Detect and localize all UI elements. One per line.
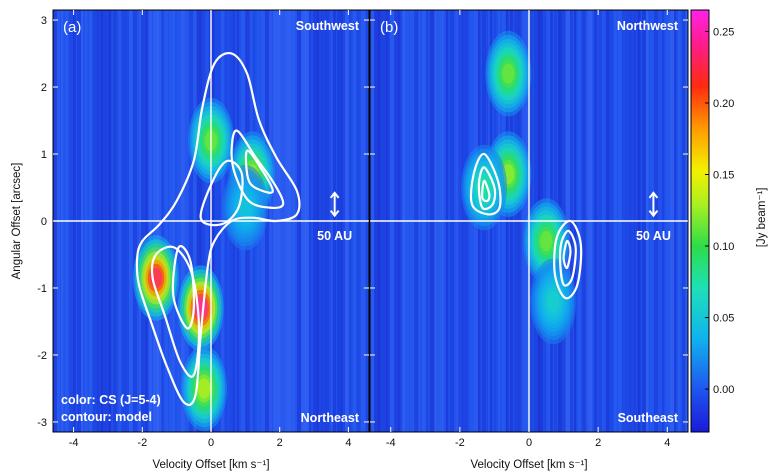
x-tick-label: -2	[455, 437, 465, 449]
model-contour	[562, 239, 572, 270]
scale-bar-arrowhead	[648, 191, 659, 199]
scale-bar-label: 50 AU	[317, 229, 352, 243]
y-tick-label: -1	[37, 283, 47, 295]
emission-blob-layer	[540, 231, 553, 252]
model-contour	[150, 245, 201, 378]
corner-label-top: Southwest	[296, 19, 360, 33]
colorbar: 0.00 0.05 0.10 0.15 0.20 0.25 [Jy beam⁻¹]	[690, 9, 768, 433]
x-axis-title: Velocity Offset [km s⁻¹]	[152, 459, 269, 471]
y-tick-label: -3	[37, 417, 47, 429]
model-contour	[481, 179, 491, 203]
panel-label: (a)	[63, 19, 81, 36]
panel-a: -4 -2 0 2 4 -3 -2 -1 0 1 2 3 Velocity Offset [km s⁻¹…	[11, 9, 370, 471]
model-contour	[171, 245, 196, 330]
x-tick-label: 4	[345, 437, 351, 449]
colorbar-tick-label: 0.20	[713, 98, 734, 110]
colorbar-tick-label: 0.25	[713, 26, 734, 38]
emission-blob-layer	[502, 63, 515, 84]
model-contour	[244, 149, 274, 194]
corner-label-top: Northwest	[617, 19, 679, 33]
panel-label: (b)	[380, 19, 398, 36]
scale-bar-label: 50 AU	[636, 229, 671, 243]
x-tick-label: 4	[664, 437, 670, 449]
colorbar-gradient	[690, 9, 710, 433]
x-tick-label: 0	[208, 437, 214, 449]
x-tick-label: -2	[137, 437, 147, 449]
emission-blob-layer	[198, 378, 211, 399]
scale-bar-arrowhead	[329, 210, 340, 218]
corner-label-bottom: Northeast	[301, 411, 360, 425]
model-contour	[199, 159, 244, 227]
panel-note: contour: model	[61, 410, 152, 424]
x-tick-label: 2	[595, 437, 601, 449]
colorbar-tick-label: 0.10	[713, 241, 734, 253]
scale-bar-arrowhead	[329, 191, 340, 199]
y-tick-label: -2	[37, 350, 47, 362]
y-tick-label: 1	[41, 149, 47, 161]
scale-bar-arrowhead	[648, 210, 659, 218]
panel-b: -4 -2 0 2 4 Velocity Offset [km s⁻¹] (b) Northw…	[369, 9, 689, 471]
model-contour	[558, 229, 577, 287]
panel-note: color: CS (J=5-4)	[61, 393, 161, 407]
model-contour	[477, 166, 497, 211]
model-contour	[553, 219, 583, 300]
emission-blob-layer	[478, 177, 491, 198]
x-tick-label: 0	[526, 437, 532, 449]
y-tick-label: 3	[41, 15, 47, 27]
model-contour	[230, 129, 285, 209]
x-tick-label: -4	[69, 437, 79, 449]
emission-blob-layer	[239, 197, 252, 218]
corner-label-bottom: Southeast	[618, 411, 679, 425]
colorbar-unit-label: [Jy beam⁻¹]	[756, 188, 768, 248]
colorbar-tick-label: 0.00	[713, 384, 734, 396]
x-axis-title: Velocity Offset [km s⁻¹]	[470, 459, 587, 471]
y-tick-label: 0	[41, 216, 47, 228]
x-tick-label: 2	[277, 437, 283, 449]
colorbar-tick-label: 0.15	[713, 170, 734, 182]
model-contour	[469, 152, 502, 216]
y-axis-title: Angular Offset [arcsec]	[11, 163, 23, 280]
colorbar-tick-label: 0.05	[713, 313, 734, 325]
emission-blob-layer	[547, 291, 560, 312]
x-tick-label: -4	[386, 437, 396, 449]
y-tick-label: 2	[41, 82, 47, 94]
